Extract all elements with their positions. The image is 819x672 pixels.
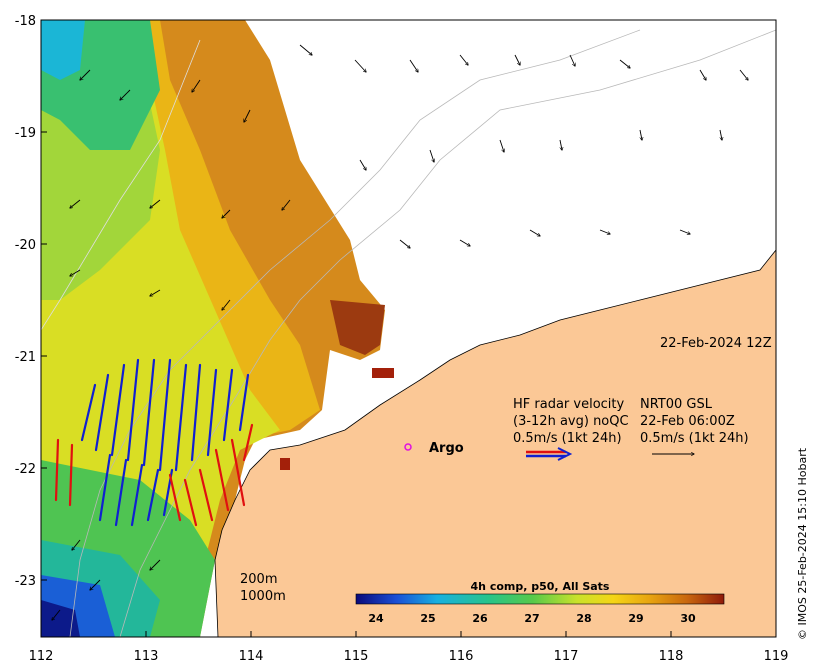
hf-radar-vectors: [54, 358, 254, 527]
hf-vector: [190, 363, 202, 462]
x-tick: 115: [344, 631, 369, 664]
hf-vector: [142, 358, 156, 467]
x-tick-label: 113: [134, 649, 159, 664]
sst-red-patches: [330, 300, 385, 355]
hf-vector: [183, 478, 198, 527]
x-tick-label: 116: [449, 649, 474, 664]
hf-radar-legend: HF radar velocity (3-12h avg) noQC 0.5m/…: [513, 397, 629, 461]
hf-vector: [80, 383, 97, 442]
x-tick-label: 118: [659, 649, 684, 664]
gsl-current-arrows: [52, 44, 748, 620]
y-tick-label: -18: [15, 14, 36, 29]
date-label: 22-Feb-2024 12Z: [660, 336, 772, 351]
x-tick-label: 115: [344, 649, 369, 664]
colorbar: 4h comp, p50, All Sats 24 25 26 27 28 29…: [355, 580, 725, 625]
island-patch: [280, 458, 290, 470]
colorbar-tick: 27: [524, 612, 539, 625]
y-tick: -19: [15, 126, 47, 141]
hf-vector: [68, 443, 74, 507]
hf-vector: [230, 438, 246, 507]
colorbar-tick: 29: [628, 612, 643, 625]
hf-vector: [126, 358, 140, 462]
x-tick: 117: [554, 631, 579, 664]
credit-label: © IMOS 25-Feb-2024 15:10 Hobart: [796, 447, 809, 640]
y-tick: -21: [15, 350, 47, 365]
x-tick-label: 117: [554, 649, 579, 664]
y-tick: -18: [15, 14, 47, 29]
hf-vector: [198, 468, 214, 522]
hf-vector: [110, 363, 126, 457]
x-axis: 112 113 114 115 116 117 118 119: [29, 631, 789, 664]
hf-vector: [174, 363, 188, 472]
y-tick-label: -19: [15, 126, 36, 141]
hf-legend-arrowhead: [557, 447, 573, 461]
x-tick: 113: [134, 631, 159, 664]
bathymetry-contours: [41, 29, 776, 637]
hf-vector: [54, 438, 60, 502]
gsl-legend: NRT00 GSL 22-Feb 06:00Z 0.5m/s (1kt 24h): [640, 397, 749, 454]
x-tick: 116: [449, 631, 474, 664]
hf-vector: [114, 458, 128, 527]
x-tick: 118: [659, 631, 684, 664]
land-mass: [215, 250, 776, 637]
colorbar-tick: 30: [680, 612, 696, 625]
hf-vector: [206, 368, 218, 457]
depth-label-1000m: 1000m: [240, 589, 286, 604]
y-tick-label: -22: [15, 462, 36, 477]
hf-vector: [168, 473, 182, 522]
contour-deep: [41, 39, 201, 331]
y-axis: -18 -19 -20 -21 -22 -23: [15, 14, 47, 589]
colorbar-tick: 26: [472, 612, 488, 625]
x-tick: 112: [29, 631, 54, 664]
colorbar-tick: 25: [420, 612, 435, 625]
x-tick-label: 112: [29, 649, 54, 664]
x-tick: 114: [239, 631, 264, 664]
sst-southwest-navy: [41, 600, 80, 637]
argo-marker: [404, 443, 412, 451]
hf-legend-line3: 0.5m/s (1kt 24h): [513, 431, 622, 446]
hf-vector: [146, 468, 160, 522]
x-tick-label: 114: [239, 649, 264, 664]
x-tick-label: 119: [764, 649, 789, 664]
hf-vector: [242, 423, 254, 462]
depth-label-200m: 200m: [240, 572, 277, 587]
hf-legend-line1: HF radar velocity: [513, 397, 625, 412]
island-patch: [372, 368, 394, 378]
hf-vector: [158, 358, 172, 472]
gsl-legend-line3: 0.5m/s (1kt 24h): [640, 431, 749, 446]
argo-label: Argo: [429, 441, 464, 456]
contour-1000m: [69, 29, 641, 637]
hf-vector: [94, 373, 110, 452]
y-tick-label: -21: [15, 350, 36, 365]
contour-200m: [119, 29, 776, 637]
colorbar-title: 4h comp, p50, All Sats: [471, 580, 610, 593]
y-tick-label: -23: [15, 574, 36, 589]
x-tick: 119: [764, 631, 789, 664]
y-tick: -22: [15, 462, 47, 477]
hf-vector: [130, 463, 144, 527]
y-tick: -23: [15, 574, 47, 589]
axes-frame: [40, 19, 777, 638]
colorbar-tick: 28: [576, 612, 591, 625]
gsl-legend-line1: NRT00 GSL: [640, 397, 713, 412]
colorbar-gradient: [355, 593, 725, 605]
hf-legend-line2: (3-12h avg) noQC: [513, 414, 629, 429]
colorbar-tick: 24: [368, 612, 384, 625]
y-tick: -20: [15, 238, 47, 253]
sst-cyan-region: [41, 20, 85, 80]
y-tick-label: -20: [15, 238, 36, 253]
hf-vector: [222, 368, 234, 442]
gsl-legend-line2: 22-Feb 06:00Z: [640, 414, 735, 429]
hf-vector: [238, 373, 250, 432]
land-coastline: [214, 249, 776, 637]
sst-field: [41, 20, 385, 637]
hf-vector: [214, 448, 230, 512]
hf-vector: [98, 453, 112, 522]
